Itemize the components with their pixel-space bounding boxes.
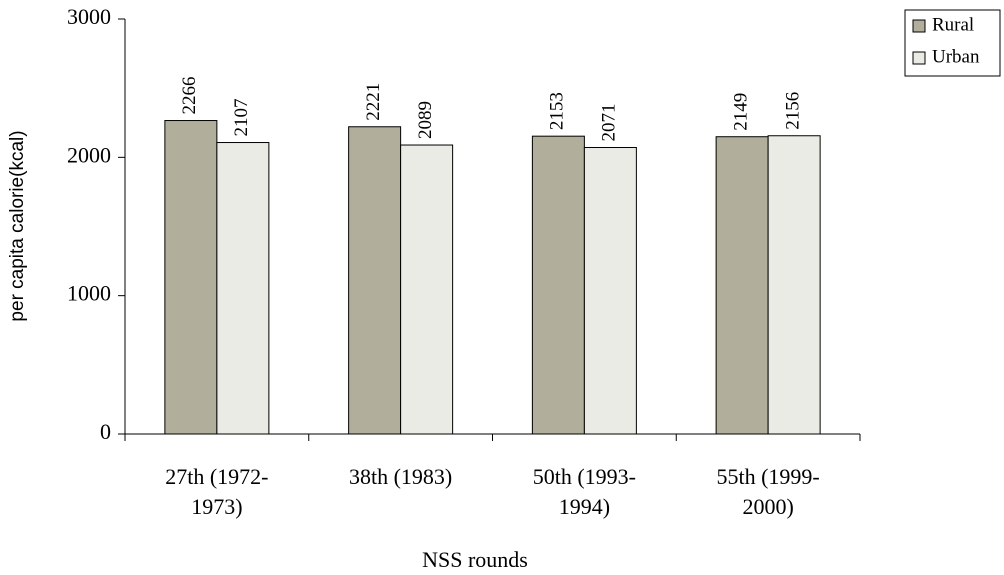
x-tick-label: 38th (1983) [348, 464, 453, 489]
data-label: 2221 [363, 83, 384, 121]
legend-label: Urban [932, 46, 980, 67]
bar [583, 147, 637, 435]
bar [531, 135, 585, 435]
bar [348, 126, 402, 435]
y-tick-label: 3000 [67, 4, 111, 29]
data-label: 2266 [179, 77, 200, 115]
data-label: 2156 [782, 92, 803, 130]
bar [767, 135, 821, 435]
data-label: 2149 [730, 93, 751, 131]
x-axis-label: NSS rounds [422, 547, 528, 572]
y-tick-label: 0 [100, 419, 111, 444]
data-label: 2071 [599, 104, 620, 142]
y-tick-label: 1000 [67, 281, 111, 306]
data-label: 2107 [231, 99, 252, 137]
data-label: 2089 [415, 101, 436, 139]
data-label: 2153 [547, 92, 568, 130]
bar [715, 136, 769, 435]
x-tick-label: 27th (1972- 1973) [165, 464, 269, 519]
legend-label: Rural [932, 14, 974, 35]
legend-swatch [912, 51, 926, 65]
x-tick-label: 55th (1999- 2000) [716, 464, 820, 519]
y-tick-label: 2000 [67, 142, 111, 167]
y-axis-label: per capita calorie(kcal) [7, 130, 28, 321]
bar [400, 144, 454, 435]
bar [216, 142, 270, 435]
legend-swatch [912, 19, 926, 33]
bar [164, 120, 218, 435]
x-tick-label: 50th (1993- 1994) [532, 464, 636, 519]
